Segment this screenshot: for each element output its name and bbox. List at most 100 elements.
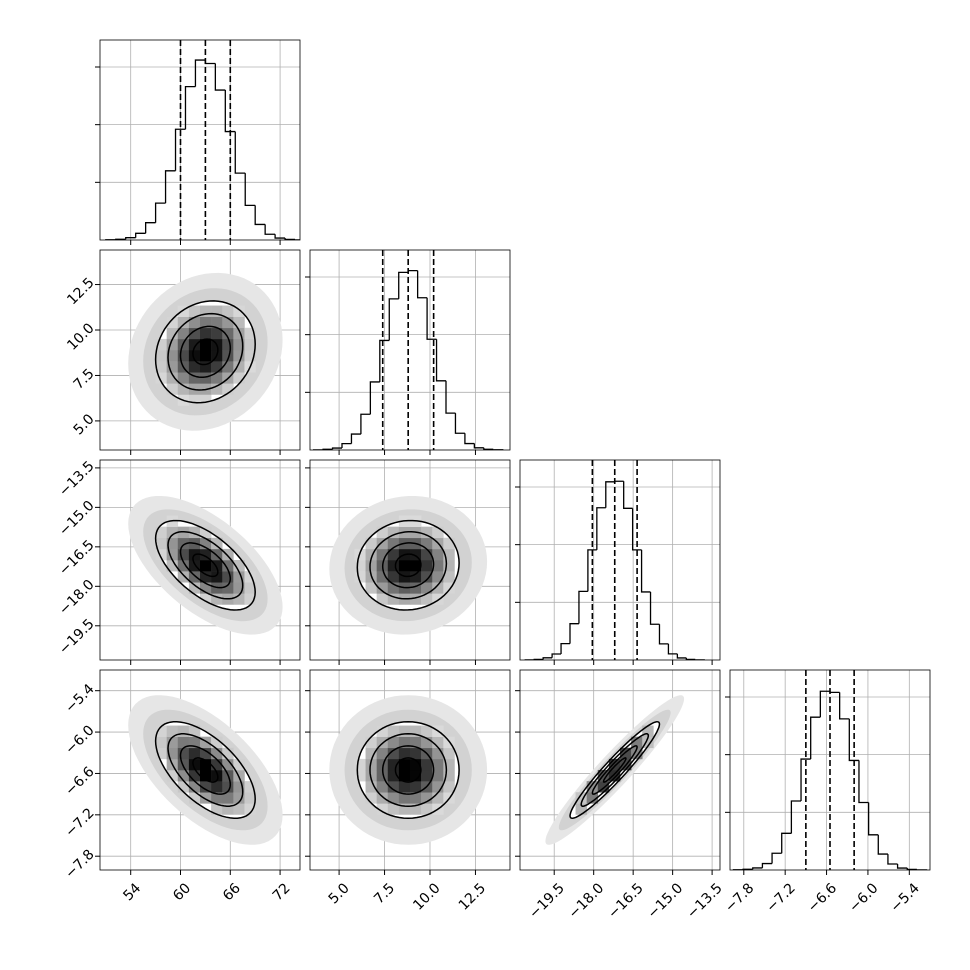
- density-cell: [421, 548, 433, 561]
- density-cell: [211, 537, 223, 550]
- density-cell: [188, 560, 201, 572]
- density-cell: [222, 350, 234, 362]
- histogram-bin: [569, 623, 579, 644]
- density-cell: [620, 747, 632, 760]
- density-cell: [166, 770, 179, 782]
- density-cell: [166, 372, 179, 384]
- density-cell: [432, 582, 444, 594]
- density-cell: [233, 803, 245, 815]
- density-cell: [211, 305, 223, 317]
- density-cell: [365, 792, 377, 804]
- contour: [192, 757, 219, 783]
- contour: [154, 720, 256, 820]
- density-cell: [387, 758, 400, 771]
- density-cell: [155, 747, 167, 760]
- density-cell: [432, 571, 444, 583]
- density-cell: [233, 582, 245, 594]
- histogram-bin: [473, 443, 484, 449]
- density-cell: [244, 582, 256, 594]
- x-tick-label: −19.5: [526, 880, 568, 922]
- histogram-bin: [341, 443, 352, 449]
- histogram-bin: [858, 760, 869, 804]
- histogram-bin: [144, 222, 156, 234]
- density-cell: [631, 736, 643, 749]
- density-cell: [398, 736, 411, 749]
- density-cell: [233, 781, 245, 793]
- density-cell: [387, 526, 400, 539]
- histogram-bin: [551, 653, 562, 658]
- density-cell: [177, 383, 190, 395]
- x-tick-label: 10.0: [410, 880, 443, 913]
- density-cell: [443, 781, 455, 793]
- density-cell: [244, 338, 256, 351]
- density-cell: [410, 792, 422, 804]
- contour: [154, 519, 256, 611]
- density-cell: [410, 747, 422, 760]
- density-cell: [244, 593, 256, 605]
- histogram-bin: [839, 692, 850, 720]
- histogram-bin: [819, 690, 830, 718]
- contour: [369, 733, 448, 807]
- density-cell: [421, 582, 433, 594]
- density-cell: [211, 747, 223, 760]
- density-cell: [233, 560, 245, 572]
- histogram-bin: [614, 480, 624, 482]
- histogram-bin: [416, 270, 428, 299]
- density-cell: [177, 758, 190, 771]
- density-cell: [376, 770, 389, 782]
- density-cell: [387, 803, 400, 815]
- density-cell: [398, 803, 411, 815]
- histogram-bin: [369, 381, 380, 415]
- density-cell: [421, 725, 433, 737]
- histogram-bin: [587, 549, 597, 592]
- density-cell: [155, 526, 167, 539]
- histogram-bin: [771, 852, 782, 864]
- density-cell: [188, 770, 201, 782]
- density-cell: [177, 747, 190, 760]
- density-cell: [597, 781, 610, 793]
- density-cell: [166, 327, 179, 340]
- density-cell: [354, 770, 366, 782]
- density-cell: [200, 781, 212, 793]
- histogram-bin: [483, 447, 494, 450]
- histogram-bin: [887, 854, 898, 865]
- density-cell: [376, 781, 389, 793]
- density-cell: [387, 537, 400, 550]
- density-cell: [200, 736, 212, 749]
- density-cell: [421, 792, 433, 804]
- histogram-bin: [435, 339, 446, 382]
- y-tick-label: −6.6: [62, 764, 97, 799]
- density-cell: [155, 361, 167, 373]
- density-cell: [443, 560, 455, 572]
- density-cell: [432, 758, 444, 771]
- histogram-bin: [781, 832, 792, 854]
- histogram-bin: [426, 297, 437, 340]
- density-cell: [177, 571, 190, 583]
- density-cell: [188, 361, 201, 373]
- density-cell: [200, 582, 212, 594]
- density-cell: [155, 725, 167, 737]
- density-cell: [200, 747, 212, 760]
- density-cell: [200, 792, 212, 804]
- density-cell: [188, 372, 201, 384]
- x-tick-label: −13.5: [684, 880, 726, 922]
- histogram-bin: [398, 271, 409, 299]
- panel-background: [100, 40, 300, 240]
- histogram-bin: [154, 202, 166, 223]
- panel-frame: [519, 669, 721, 871]
- x-tick-label: −18.0: [566, 880, 608, 922]
- density-cell: [387, 548, 400, 561]
- histogram-bin: [667, 643, 678, 655]
- y-tick-label: −19.5: [56, 616, 98, 658]
- contour: [179, 745, 232, 795]
- density-cell: [421, 571, 433, 583]
- density-cell: [387, 781, 400, 793]
- density-cell: [365, 781, 377, 793]
- density-cell: [398, 560, 411, 572]
- density-cell: [443, 548, 455, 561]
- density-cell: [387, 560, 400, 572]
- y-tick-label: −7.8: [62, 847, 97, 882]
- density-cell: [188, 305, 201, 317]
- density-cell: [376, 747, 389, 760]
